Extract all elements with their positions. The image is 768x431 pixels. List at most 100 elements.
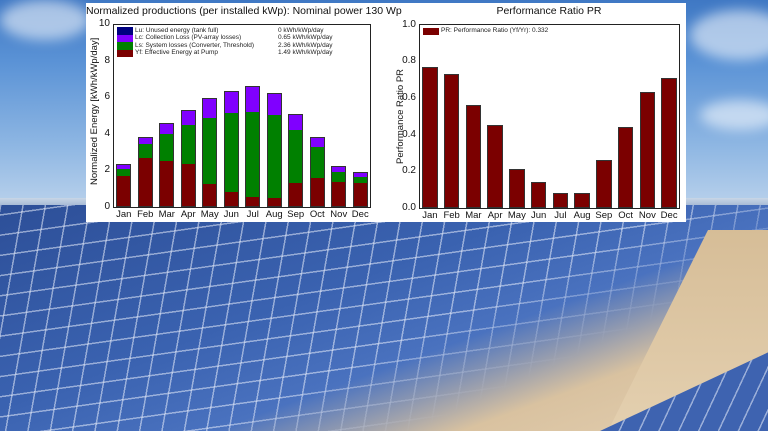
x-tick-label: Jun	[530, 210, 547, 221]
x-tick-label: Oct	[309, 209, 325, 220]
x-tick-label: Mar	[158, 209, 175, 220]
bar-segment	[267, 198, 281, 206]
plot-frame	[419, 24, 680, 209]
y-tick-label: 0.4	[402, 128, 416, 140]
y-tick-label: 4	[104, 127, 110, 139]
x-tick-label: Dec	[351, 209, 369, 220]
bar-segment	[310, 177, 324, 206]
bar-segment	[310, 137, 324, 148]
bar-segment	[353, 173, 367, 177]
bar-segment	[575, 194, 589, 207]
x-tick-label: Nov	[330, 209, 348, 220]
bar-segment	[423, 67, 437, 207]
bar-segment	[289, 130, 303, 184]
bar-segment	[267, 115, 281, 199]
bar-segment	[181, 124, 195, 165]
x-tick-label: Nov	[638, 210, 656, 221]
x-tick-label: Jan	[422, 210, 438, 221]
bar-segment	[310, 147, 324, 178]
bar-segment	[510, 170, 524, 207]
y-tick-label: 0.6	[402, 91, 416, 103]
bar-segment	[117, 169, 131, 176]
bar-segment	[444, 75, 459, 207]
y-tick-label: 10	[98, 18, 110, 29]
bar-feb	[137, 137, 153, 207]
x-tick-label: Feb	[137, 209, 154, 220]
legend-value: 1.49 kWh/kWp/day	[278, 49, 333, 56]
y-tick-label: 2	[104, 164, 110, 176]
legend-label: Ls: System losses (Converter, Threshold)	[135, 41, 255, 49]
legend-swatch	[117, 34, 133, 42]
legend-label: PR: Performance Ratio (Yf/Yr): 0.332	[441, 27, 549, 34]
bar-nov	[639, 92, 656, 208]
x-tick-label: Feb	[443, 210, 460, 221]
x-tick-label: May	[200, 209, 219, 220]
bar-segment	[203, 117, 217, 185]
bar-jun	[223, 90, 239, 207]
legend-label: Yf: Effective Energy at Pump	[135, 49, 218, 56]
y-tick-label: 0.0	[402, 202, 416, 213]
chart-title: Normalized productions (per installed kW…	[86, 5, 402, 17]
legend-value: 0.65 kWh/kWp/day	[278, 34, 333, 41]
bar-segment	[203, 98, 217, 118]
bar-segment	[117, 165, 131, 170]
plot-frame	[113, 24, 371, 208]
x-tick-label: Jan	[116, 209, 132, 220]
bar-segment	[553, 194, 568, 207]
bar-mar	[159, 122, 175, 207]
x-tick-label: Apr	[180, 209, 196, 220]
y-tick-label: 0	[104, 201, 110, 212]
cloud	[700, 100, 768, 130]
legend-swatch	[423, 27, 439, 35]
bar-segment	[662, 78, 676, 207]
bar-mar	[465, 105, 482, 208]
bar-jul	[552, 193, 569, 208]
legend-value: 2.36 kWh/kWp/day	[278, 41, 333, 49]
bar-segment	[160, 161, 174, 206]
bar-segment	[640, 93, 655, 207]
bar-segment	[138, 138, 152, 145]
bar-segment	[224, 91, 238, 114]
bar-segment	[488, 126, 502, 207]
y-tick-label: 0.2	[402, 165, 416, 177]
x-tick-label: Aug	[573, 210, 591, 221]
bar-segment	[267, 93, 281, 116]
bar-segment	[353, 183, 367, 206]
bar-segment	[246, 111, 260, 198]
x-tick-label: Sep	[595, 210, 613, 221]
chart-title: Performance Ratio PR	[496, 5, 602, 17]
x-tick-label: Aug	[265, 209, 283, 220]
legend-value: 0 kWh/kWp/day	[278, 26, 324, 34]
legend-swatch	[117, 27, 133, 35]
bar-feb	[443, 74, 460, 208]
bar-jan	[116, 164, 132, 207]
bar-segment	[138, 158, 152, 206]
x-tick-label: Jun	[223, 209, 239, 220]
bar-sep	[288, 114, 304, 207]
bar-segment	[332, 171, 346, 183]
bar-jul	[245, 86, 261, 207]
x-tick-label: Sep	[287, 209, 305, 220]
bar-segment	[181, 164, 195, 206]
bar-dec	[352, 172, 368, 207]
bar-segment	[181, 111, 195, 125]
bar-segment	[138, 144, 152, 159]
bar-aug	[266, 92, 282, 207]
bar-segment	[160, 123, 174, 134]
bar-segment	[531, 183, 546, 207]
bar-aug	[574, 193, 590, 208]
x-tick-label: Dec	[660, 210, 678, 221]
bar-segment	[160, 133, 174, 162]
bar-apr	[487, 125, 503, 208]
y-tick-label: 6	[104, 91, 110, 103]
bar-may	[202, 97, 218, 207]
cloud	[690, 10, 768, 60]
x-tick-label: Jul	[246, 209, 259, 220]
bar-segment	[203, 184, 217, 206]
bar-segment	[618, 128, 633, 207]
bar-segment	[332, 182, 346, 206]
legend-swatch	[117, 42, 133, 50]
y-tick-label: 1.0	[402, 18, 416, 30]
